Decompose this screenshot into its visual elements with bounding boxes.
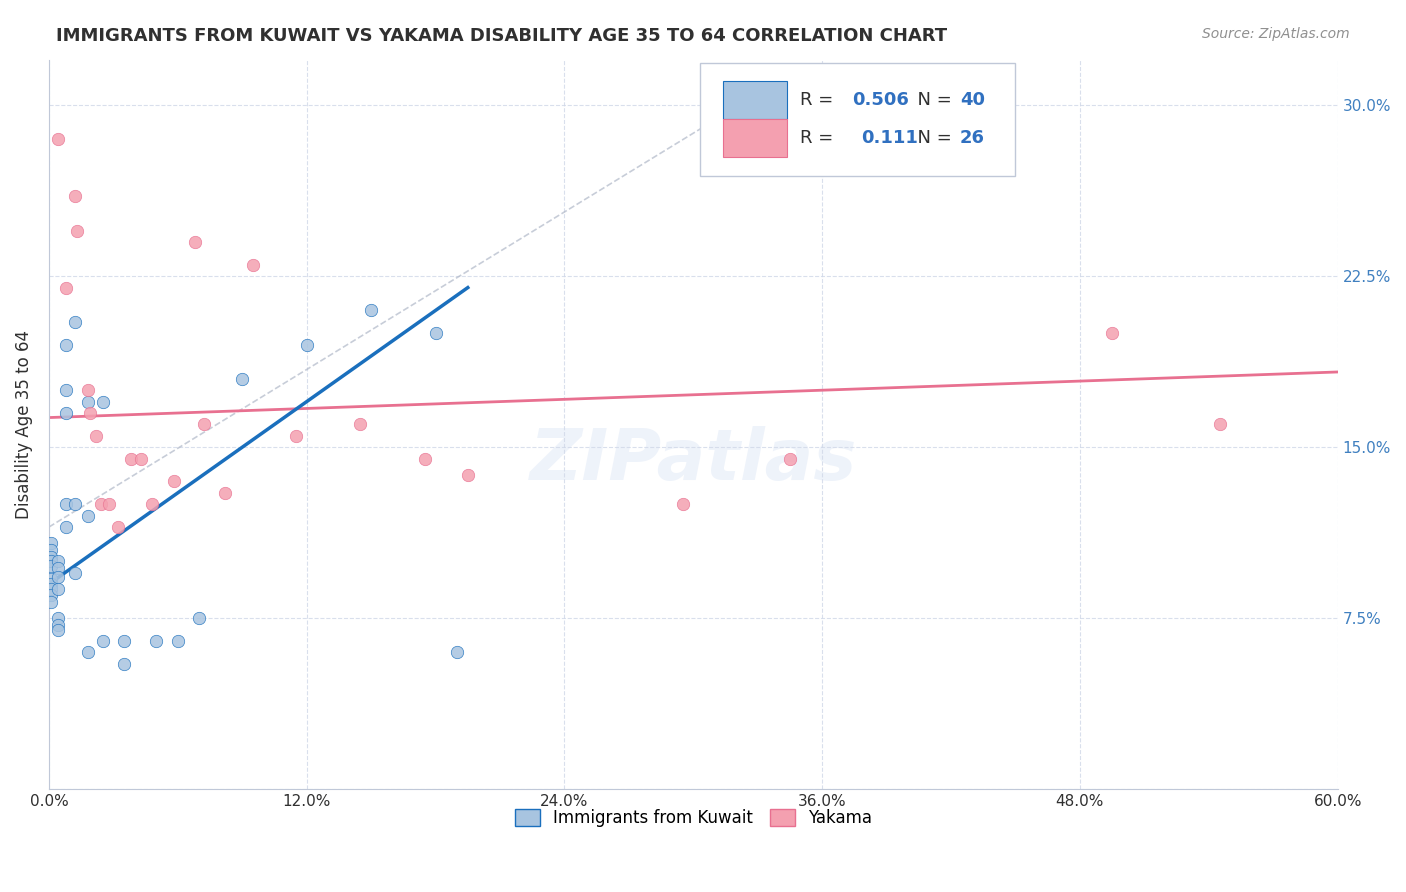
Point: [91, 394, 114, 409]
Point: [1208, 417, 1230, 432]
Point: [39, 577, 62, 591]
Point: [55, 406, 77, 420]
Point: [63, 189, 86, 203]
Text: 0.506: 0.506: [852, 91, 908, 109]
Point: [1101, 326, 1123, 341]
Point: [39, 549, 62, 564]
Point: [145, 634, 167, 648]
Text: N =: N =: [905, 91, 957, 109]
Text: Source: ZipAtlas.com: Source: ZipAtlas.com: [1202, 27, 1350, 41]
Point: [55, 280, 77, 294]
Point: [46, 570, 69, 584]
Point: [39, 582, 62, 596]
Point: [112, 657, 135, 671]
Text: IMMIGRANTS FROM KUWAIT VS YAKAMA DISABILITY AGE 35 TO 64 CORRELATION CHART: IMMIGRANTS FROM KUWAIT VS YAKAMA DISABIL…: [56, 27, 948, 45]
FancyBboxPatch shape: [723, 120, 787, 157]
Point: [446, 645, 468, 659]
Point: [46, 618, 69, 632]
Point: [46, 611, 69, 625]
Point: [39, 595, 62, 609]
Point: [76, 508, 98, 523]
Point: [84, 429, 107, 443]
Point: [184, 235, 207, 249]
Point: [457, 467, 479, 482]
Point: [63, 315, 86, 329]
Point: [671, 497, 693, 511]
Point: [46, 561, 69, 575]
Point: [214, 485, 236, 500]
Text: R =: R =: [800, 129, 845, 147]
Point: [76, 394, 98, 409]
Point: [779, 451, 801, 466]
Point: [193, 417, 215, 432]
Point: [349, 417, 371, 432]
Text: 26: 26: [960, 129, 986, 147]
Point: [120, 451, 142, 466]
Point: [112, 634, 135, 648]
FancyBboxPatch shape: [723, 81, 787, 119]
Point: [89, 497, 111, 511]
Point: [39, 554, 62, 568]
Point: [63, 497, 86, 511]
Point: [79, 406, 101, 420]
Point: [425, 326, 447, 341]
Point: [46, 132, 69, 146]
Point: [231, 372, 253, 386]
Y-axis label: Disability Age 35 to 64: Disability Age 35 to 64: [15, 330, 32, 519]
Point: [55, 497, 77, 511]
Point: [188, 611, 211, 625]
Legend: Immigrants from Kuwait, Yakama: Immigrants from Kuwait, Yakama: [506, 801, 880, 836]
Text: N =: N =: [905, 129, 957, 147]
Point: [55, 337, 77, 351]
Point: [55, 520, 77, 534]
Point: [242, 258, 264, 272]
Point: [166, 634, 188, 648]
Text: ZIPatlas: ZIPatlas: [530, 426, 858, 495]
Point: [285, 429, 308, 443]
Text: 0.111: 0.111: [860, 129, 918, 147]
Point: [98, 497, 121, 511]
Point: [39, 542, 62, 557]
Point: [131, 451, 153, 466]
Point: [107, 520, 129, 534]
Point: [360, 303, 382, 318]
Point: [91, 634, 114, 648]
Point: [46, 582, 69, 596]
Point: [39, 573, 62, 587]
Text: R =: R =: [800, 91, 839, 109]
Point: [141, 497, 163, 511]
Text: 40: 40: [960, 91, 986, 109]
Point: [63, 566, 86, 580]
Point: [413, 451, 436, 466]
Point: [66, 224, 89, 238]
Point: [39, 536, 62, 550]
Point: [295, 337, 318, 351]
Point: [76, 645, 98, 659]
FancyBboxPatch shape: [700, 63, 1015, 177]
Point: [39, 558, 62, 573]
Point: [162, 475, 184, 489]
Point: [39, 589, 62, 603]
Point: [55, 383, 77, 397]
Point: [46, 623, 69, 637]
Point: [76, 383, 98, 397]
Point: [46, 554, 69, 568]
